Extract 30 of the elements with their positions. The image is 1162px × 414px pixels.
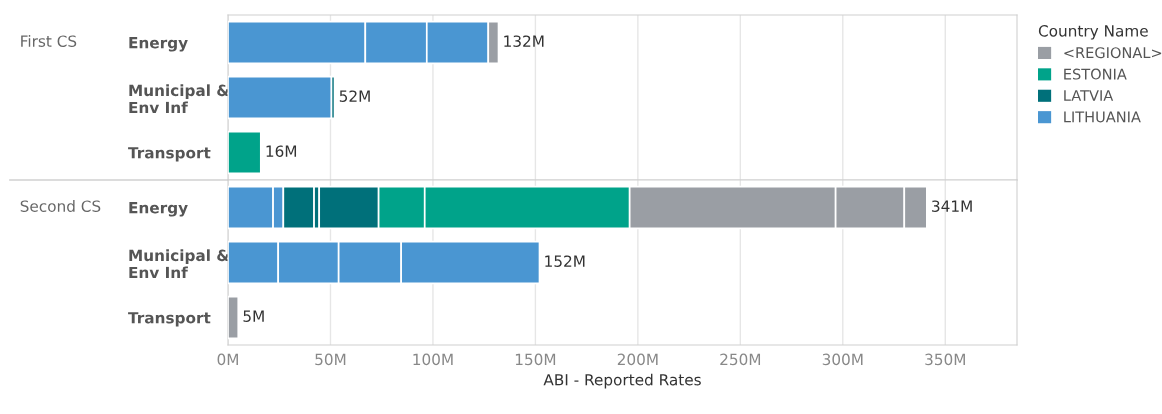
x-tick-label: 150M: [515, 353, 556, 366]
total-label: 52M: [339, 90, 370, 102]
text: First CS: [21, 35, 77, 47]
total-label: 16M: [266, 145, 297, 157]
x-tick-label: 300M: [822, 353, 863, 366]
legend-label: LATVIA: [1064, 90, 1114, 101]
legend-label: LITHUANIA: [1064, 111, 1141, 123]
legend-label: <REGIONAL>: [1064, 47, 1162, 59]
total-label: 341M: [932, 200, 972, 212]
y-tick-label: Transport: [128, 147, 211, 162]
total-label: 132M: [504, 35, 544, 47]
x-tick-label: 200M: [617, 353, 658, 366]
x-tick-label: 100M: [413, 353, 453, 366]
x-tick-label: 250M: [720, 353, 761, 366]
legend-title: Country Name: [1038, 25, 1148, 40]
bar: [228, 75, 333, 120]
total-label: 152M: [545, 255, 585, 267]
y-tick-label: Energy: [129, 37, 188, 52]
total-label: 5M: [243, 310, 264, 322]
y-tick-label: Energy: [129, 202, 188, 217]
legend-label: ESTONIA: [1064, 68, 1127, 80]
bar: [228, 130, 262, 175]
text: Second CS: [20, 200, 101, 212]
y-tick-label: Municipal & Env Inf: [129, 249, 229, 279]
y-tick-label: Municipal & Env Inf: [129, 84, 229, 114]
x-tick-label: 50M: [315, 353, 346, 366]
x-tick-label: 0M: [217, 353, 238, 366]
y-tick-label: Transport: [128, 312, 211, 327]
x-axis-title: ABI - Reported Rates: [543, 373, 701, 389]
x-tick-label: 350M: [925, 353, 965, 366]
